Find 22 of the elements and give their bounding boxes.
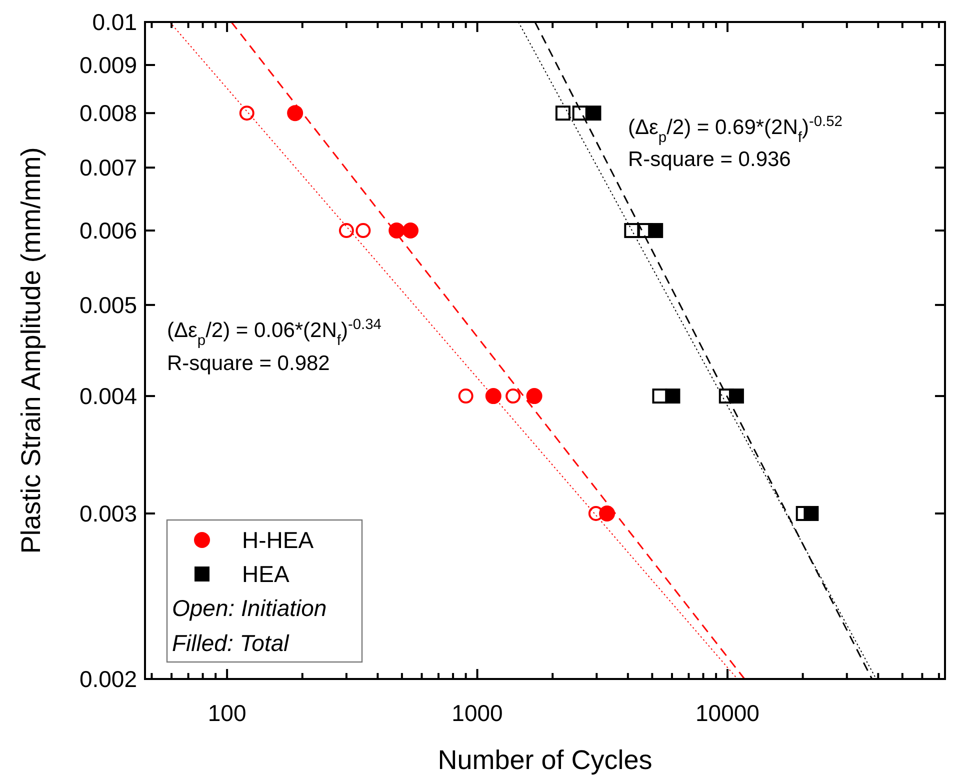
y-tick-label: 0.004 bbox=[79, 383, 138, 410]
x-tick-label: 100 bbox=[208, 700, 246, 726]
y-tick-label: 0.005 bbox=[79, 292, 137, 318]
x-tick-label: 1000 bbox=[452, 700, 503, 726]
y-tick-label: 0.01 bbox=[92, 9, 137, 35]
x-tick-label: 10000 bbox=[696, 700, 760, 726]
x-axis-title: Number of Cycles bbox=[438, 745, 652, 775]
y-tick-label: 0.003 bbox=[79, 500, 137, 526]
y-axis-title: Plastic Strain Amplitude (mm/mm) bbox=[16, 147, 46, 554]
y-tick-label: 0.009 bbox=[79, 52, 137, 78]
annotation: (Δε$_{p}$/2) = 0.69*(2N$_{f}$)$^{-0.52}$ bbox=[628, 114, 842, 146]
y-tick-label: 0.006 bbox=[79, 218, 137, 244]
annotation: Open: Initiation bbox=[172, 595, 327, 621]
annotation: R-square = 0.982 bbox=[167, 352, 330, 375]
annotation: Filled: Total bbox=[172, 630, 290, 656]
annotation: (Δε$_{p}$/2) = 0.06*(2N$_{f}$)$^{-0.34}$ bbox=[167, 317, 382, 349]
legend-label: HEA bbox=[242, 561, 290, 587]
y-tick-label: 0.008 bbox=[79, 100, 137, 126]
y-tick-label: 0.002 bbox=[79, 666, 137, 692]
y-tick-label: 0.007 bbox=[79, 154, 137, 181]
legend-label: H-HEA bbox=[242, 527, 314, 553]
annotation: R-square = 0.936 bbox=[628, 148, 791, 171]
